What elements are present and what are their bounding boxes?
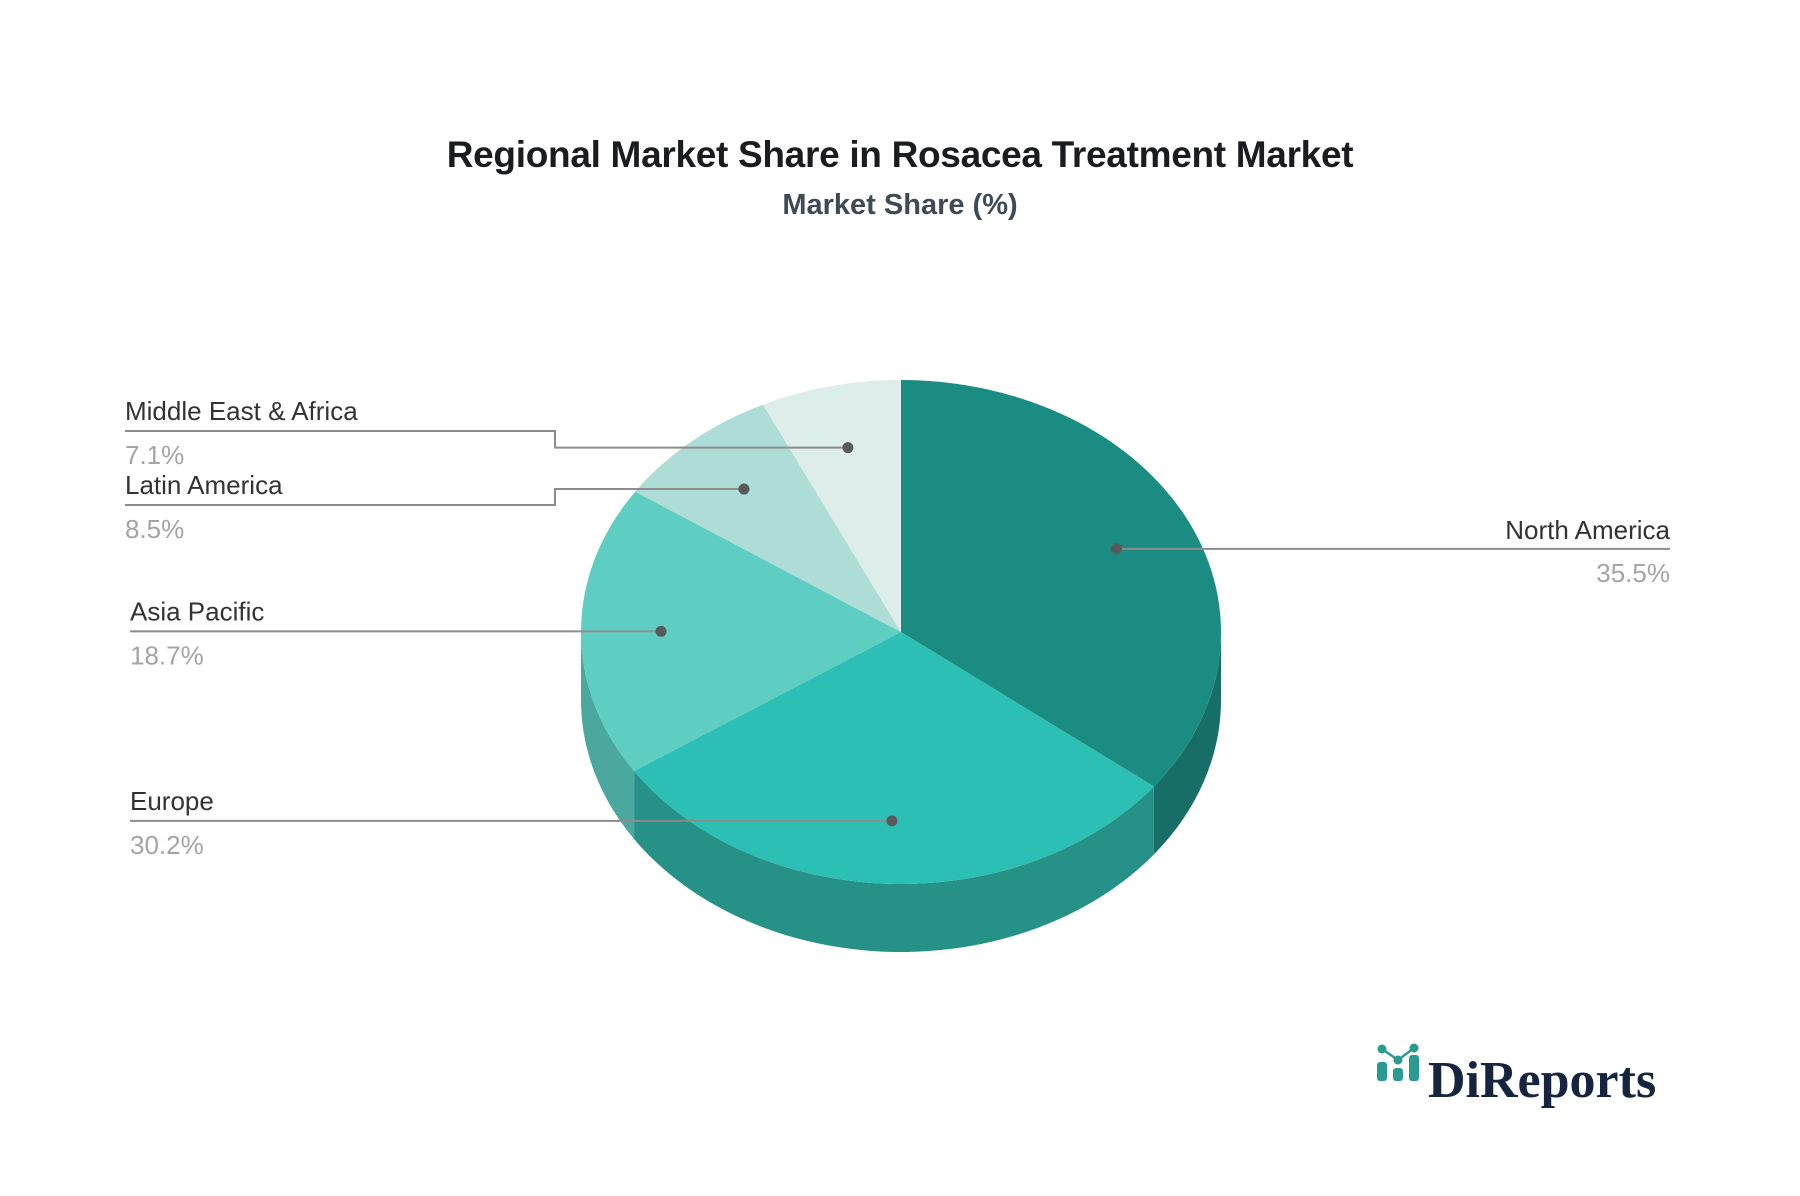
pie-side-europe [634, 771, 1154, 952]
logo-bar-3 [1409, 1055, 1419, 1081]
pie-slice-middle-east-africa[interactable] [762, 380, 901, 632]
slice-label-latin-america: Latin America [125, 470, 283, 500]
callout-line-latin-america [125, 488, 744, 506]
slice-label-middle-east-africa: Middle East & Africa [125, 396, 358, 426]
pie-slice-north-america[interactable] [901, 380, 1221, 787]
bar-chart-logo-icon [1377, 1043, 1419, 1081]
pie-side-north-america [1153, 632, 1221, 855]
callout-dot-europe [886, 815, 898, 827]
logo-text: DiReports [1428, 1052, 1656, 1109]
pie-slice-asia-pacific[interactable] [580, 491, 901, 772]
callout-dot-asia-pacific [655, 625, 667, 637]
slice-label-europe: Europe [130, 786, 214, 816]
slice-percent-middle-east-africa: 7.1% [125, 440, 184, 470]
slice-label-north-america: North America [1505, 515, 1670, 545]
logo-bar-1 [1377, 1062, 1387, 1081]
logo-dot-1 [1377, 1044, 1387, 1054]
pie-slice-latin-america[interactable] [635, 404, 901, 632]
chart-subtitle: Market Share (%) [782, 189, 1018, 221]
callout-line-middle-east-africa [125, 430, 848, 449]
callout-dot-north-america [1111, 543, 1123, 555]
direports-logo-svg: DiReports [1377, 1043, 1656, 1109]
slice-label-asia-pacific: Asia Pacific [130, 596, 264, 626]
pie-labels: North America 35.5% Europe 30.2% Asia Pacifi… [125, 396, 1671, 860]
pie-slices [580, 380, 1221, 885]
logo-bar-2 [1393, 1068, 1403, 1081]
pie-callouts [125, 430, 1670, 827]
slice-percent-north-america: 35.5% [1596, 558, 1670, 588]
pie-side-asia-pacific [581, 632, 635, 840]
logo-dot-2 [1393, 1055, 1403, 1065]
direports-logo: DiReports [1372, 1040, 1692, 1112]
slice-percent-europe: 30.2% [130, 830, 204, 860]
slice-percent-latin-america: 8.5% [125, 514, 184, 544]
pie-side-rims [581, 632, 1221, 952]
chart-title: Regional Market Share in Rosacea Treatme… [446, 134, 1354, 175]
logo-dot-3 [1409, 1043, 1419, 1053]
slice-percent-asia-pacific: 18.7% [130, 640, 204, 670]
callout-dot-middle-east-africa [842, 442, 854, 454]
callout-dot-latin-america [738, 483, 750, 495]
